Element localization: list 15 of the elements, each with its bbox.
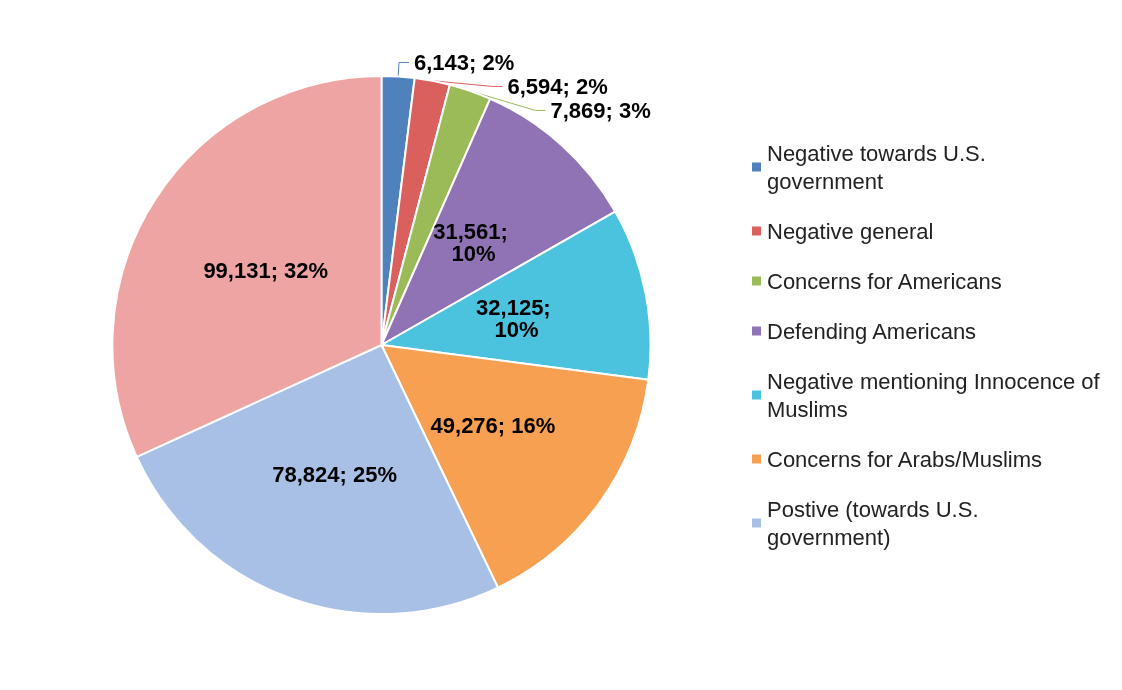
legend-label: Negative mentioning Innocence of Muslims [767,368,1106,422]
data-label: 6,594; 2% [507,73,608,99]
legend-label: Concerns for Arabs/Muslims [767,446,1043,472]
data-label: 49,276; 16% [430,413,556,439]
legend-label: Negative general [767,218,934,244]
legend-label: Defending Americans [767,318,977,344]
legend-label: Postive (towards U.S. government) [767,496,985,550]
legend-label: Negative towards U.S. government [767,140,992,194]
legend-label: Concerns for Americans [767,268,1002,294]
data-label: 99,131; 32% [203,258,329,284]
data-label: 7,869; 3% [550,97,651,123]
data-label: 31,561; 10% [433,219,514,267]
data-label: 32,125; 10% [476,294,557,342]
data-label: 78,824; 25% [272,461,398,487]
data-label: 6,143; 2% [414,49,515,75]
